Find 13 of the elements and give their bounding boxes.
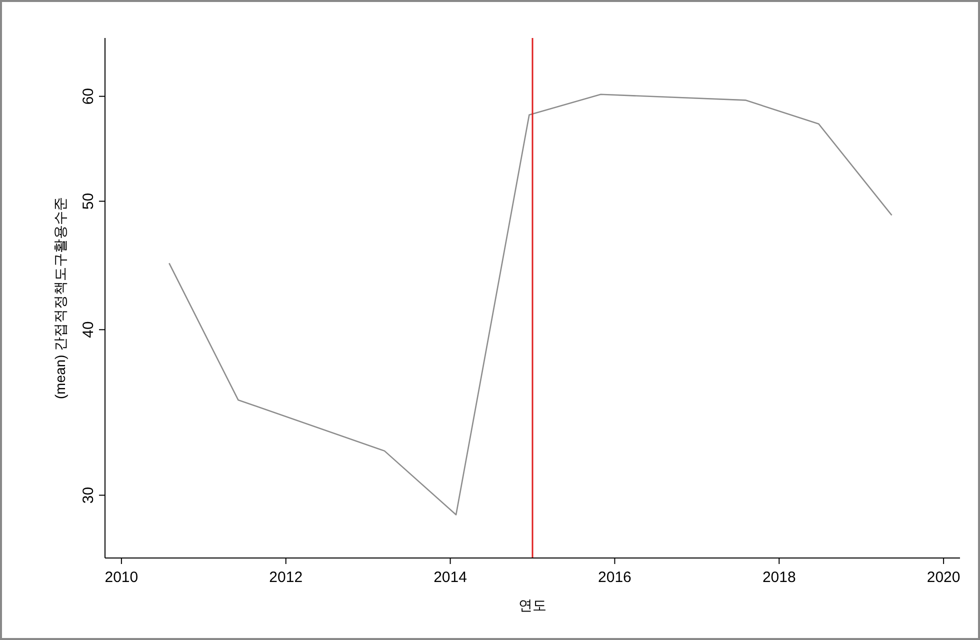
x-tick-label: 2018 [762, 569, 796, 586]
y-tick-label: 50 [80, 192, 97, 210]
y-tick-label: 60 [80, 88, 97, 105]
y-tick-label: 40 [80, 321, 97, 338]
y-axis-title: (mean) 간접적정책도구활용수준 [52, 196, 68, 400]
x-tick-label: 2014 [434, 569, 467, 586]
x-tick-label: 2012 [269, 569, 303, 586]
y-tick-label: 30 [80, 486, 97, 504]
x-tick-label: 2020 [926, 569, 960, 586]
x-tick-label: 2010 [104, 569, 138, 586]
x-axis-title: 연도 [518, 597, 546, 613]
x-tick-label: 2016 [598, 569, 632, 586]
line-series [168, 94, 892, 516]
